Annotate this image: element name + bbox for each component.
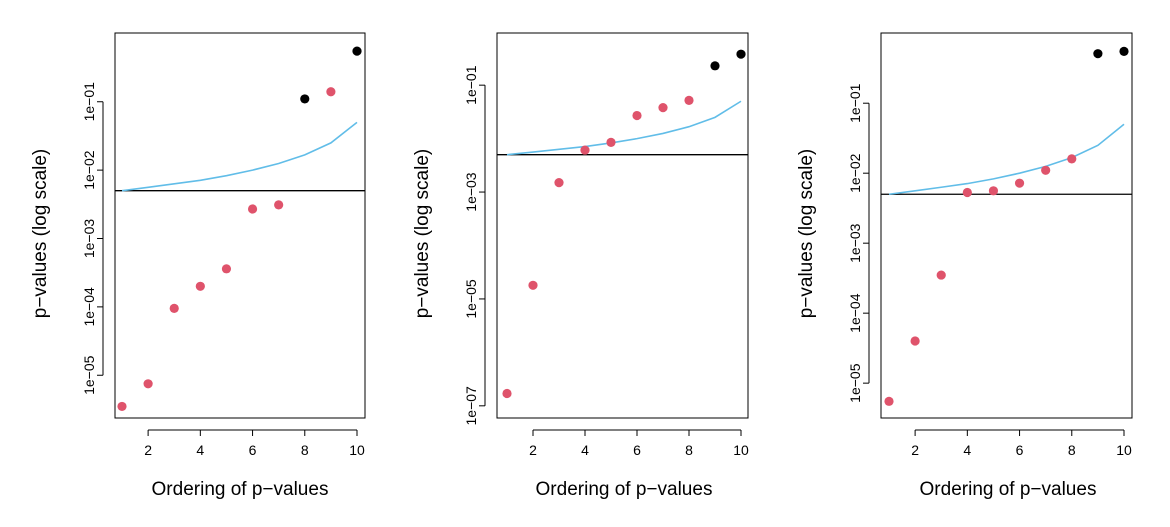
data-point: [580, 145, 590, 155]
x-axis-title: Ordering of p−values: [920, 479, 1097, 500]
data-point: [554, 178, 564, 188]
x-tick-label: 8: [685, 442, 693, 458]
x-axis-title: Ordering of p−values: [152, 479, 329, 500]
x-tick-label: 4: [963, 442, 971, 458]
x-tick-label: 2: [144, 442, 152, 458]
data-point: [352, 46, 362, 56]
y-tick-label: 1e−07: [463, 386, 479, 426]
y-tick-label: 1e−03: [847, 223, 863, 263]
data-point: [300, 94, 310, 104]
data-point: [606, 137, 616, 147]
threshold-curve: [506, 100, 742, 156]
y-tick-label: 1e−03: [81, 219, 97, 259]
data-point: [736, 49, 746, 59]
y-tick-label: 1e−05: [81, 355, 97, 395]
threshold-curve: [121, 121, 358, 192]
threshold-curve: [888, 123, 1125, 196]
data-point: [247, 204, 258, 214]
x-tick-label: 4: [581, 442, 589, 458]
y-tick-label: 1e−04: [81, 287, 97, 327]
x-tick-label: 6: [1016, 442, 1024, 458]
panel-1: 2 4 6 8 10 1e−05 1e−04 1e−03 1e−02 1e−01 Ordering …: [30, 32, 366, 500]
y-axis-title: p−values (log scale): [30, 149, 51, 319]
data-point: [326, 87, 336, 97]
data-point: [1093, 49, 1103, 59]
data-point: [632, 110, 642, 121]
y-tick-label: 1e−01: [463, 65, 479, 105]
data-point: [684, 95, 694, 105]
y-tick-label: 1e−03: [463, 172, 479, 212]
data-point: [962, 187, 972, 198]
x-tick-label: 4: [196, 442, 204, 458]
x-tick-label: 10: [1116, 442, 1132, 458]
x-tick-label: 2: [911, 442, 919, 458]
data-point: [1119, 46, 1129, 56]
y-tick-label: 1e−04: [847, 293, 863, 333]
plot-frame: [880, 32, 1133, 419]
data-point: [169, 303, 179, 313]
y-tick-label: 1e−02: [81, 150, 97, 190]
x-tick-label: 6: [633, 442, 641, 458]
panel-2: 2 4 6 8 10 1e−07 1e−05 1e−03 1e−01 Ordering of p−…: [412, 32, 749, 500]
plot-frame: [496, 32, 749, 419]
data-point: [195, 281, 205, 291]
y-tick-label: 1e−01: [847, 83, 863, 123]
plot-frame: [114, 32, 366, 419]
data-point: [221, 264, 232, 274]
data-point: [910, 336, 920, 346]
x-tick-label: 8: [301, 442, 309, 458]
data-point: [528, 280, 538, 290]
data-point: [502, 388, 512, 399]
data-point: [710, 61, 720, 71]
panel-3: 2 4 6 8 10 1e−05 1e−04 1e−03 1e−02 1e−01 Ordering …: [796, 32, 1133, 500]
x-tick-label: 10: [733, 442, 749, 458]
data-point: [884, 396, 894, 406]
y-axis-title: p−values (log scale): [412, 149, 433, 319]
data-point: [1014, 178, 1025, 188]
data-point: [1067, 154, 1077, 164]
x-axis-title: Ordering of p−values: [536, 479, 713, 500]
x-tick-label: 10: [349, 442, 365, 458]
y-tick-label: 1e−05: [463, 279, 479, 319]
data-point: [1041, 165, 1051, 175]
y-tick-label: 1e−02: [847, 153, 863, 193]
y-axis-title: p−values (log scale): [796, 149, 817, 319]
data-point: [988, 186, 999, 196]
data-point: [274, 200, 284, 210]
x-tick-label: 6: [249, 442, 257, 458]
y-tick-label: 1e−01: [81, 82, 97, 122]
x-tick-label: 2: [529, 442, 537, 458]
data-point: [658, 103, 668, 113]
y-tick-label: 1e−05: [847, 363, 863, 403]
data-point: [117, 401, 127, 412]
data-point: [936, 270, 946, 280]
x-tick-label: 8: [1068, 442, 1076, 458]
data-point: [143, 379, 153, 389]
